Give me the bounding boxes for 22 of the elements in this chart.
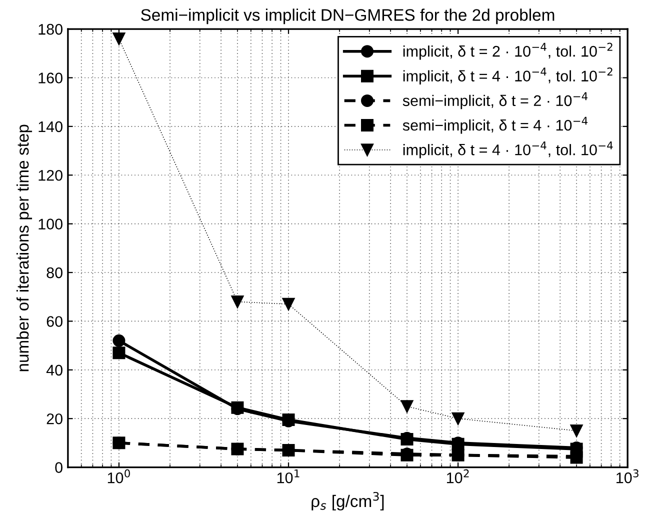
y-axis-title: number of iterations per time step	[16, 124, 32, 372]
y-tick-label: 180	[38, 24, 62, 35]
y-tick-label: 100	[38, 218, 62, 230]
y-tick-label: 120	[38, 170, 62, 181]
x-tick-label: 10$^{0}$	[108, 469, 130, 484]
chart-title: Semi−implicit vs implicit DN−GMRES for the 2d problem	[141, 8, 554, 24]
y-tick-label: 40	[46, 364, 62, 376]
legend-label: implicit, δ t = 4 · 10$^{−4}$, tol. 10$^{−2}$	[403, 68, 612, 84]
legend-label: semi−implicit, δ t = 2 · 10$^{−4}$	[402, 92, 588, 110]
x-tick-label: 10$^{3}$	[616, 469, 638, 484]
legend-label: semi−implicit, δ t = 4 · 10$^{−4}$	[402, 116, 588, 134]
y-tick-label: 160	[38, 72, 62, 84]
x-axis-title: ρ$_{s}$ [g/cm$^{3}$]	[312, 492, 384, 510]
y-tick-label: 0	[55, 462, 62, 473]
y-tick-label: 60	[46, 316, 62, 327]
y-tick-label: 140	[38, 121, 62, 132]
y-tick-label: 20	[46, 413, 62, 424]
legend-label: implicit, δ t = 4 · 10$^{−4}$, tol. 10$^{−4}$	[403, 141, 613, 158]
x-tick-label: 10$^{1}$	[277, 469, 300, 484]
x-tick-label: 10$^{2}$	[446, 469, 469, 484]
legend-label: implicit, δ t = 2 · 10$^{−4}$, tol. 10$^{−2}$	[403, 42, 612, 60]
y-tick-label: 80	[46, 267, 62, 278]
